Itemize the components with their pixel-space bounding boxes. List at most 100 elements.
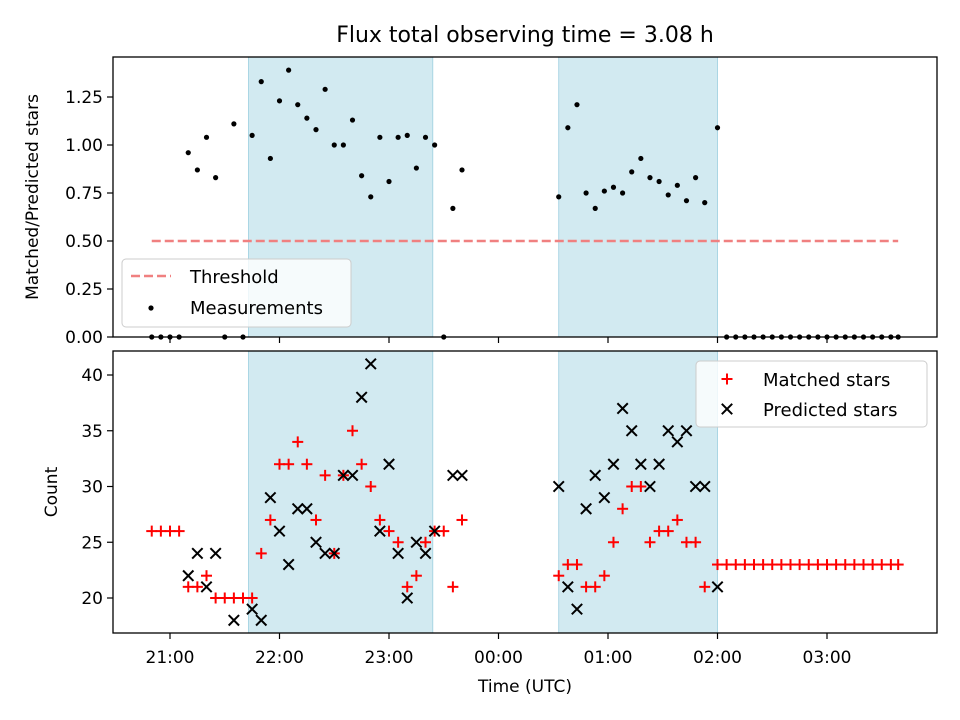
bottom-y-ticks: 20 25 30 35 40	[81, 366, 113, 609]
y-tick-label: 30	[81, 478, 103, 498]
y-tick-label: 0.75	[65, 184, 103, 204]
matched-point	[173, 525, 185, 537]
predicted-point	[446, 469, 459, 482]
measurement-point	[714, 125, 721, 131]
measurement-point	[231, 121, 237, 127]
matched-point	[365, 481, 377, 492]
predicted-point	[200, 580, 213, 593]
predicted-point-b	[653, 458, 666, 471]
predicted-point-b	[689, 480, 702, 493]
measurement-point	[249, 132, 255, 138]
predicted-point	[227, 614, 240, 627]
predicted-point	[373, 525, 386, 538]
predicted-point-b	[616, 402, 629, 415]
measurement-point	[413, 165, 419, 171]
measurement-point	[702, 200, 708, 206]
measurement-point	[368, 194, 374, 200]
y-tick-label: 25	[81, 533, 103, 553]
matched-point	[644, 536, 656, 548]
predicted-point	[246, 603, 259, 616]
predicted-point-b	[364, 357, 377, 370]
measurement-point	[276, 98, 283, 104]
predicted-point	[319, 547, 332, 560]
predicted-point-b	[662, 424, 675, 437]
matched-point	[246, 592, 258, 604]
predicted-point-b	[182, 569, 195, 582]
matched-point	[383, 525, 395, 537]
predicted-point	[698, 480, 711, 493]
predicted-point	[607, 458, 620, 471]
matched-point	[283, 458, 295, 470]
measurement-point	[610, 184, 617, 190]
predicted-point-b	[589, 469, 602, 482]
measurement-point	[693, 175, 699, 181]
predicted-point-b	[607, 458, 620, 471]
matched-point	[347, 425, 358, 437]
predicted-point-b	[401, 592, 414, 604]
measurement-point	[683, 198, 690, 204]
measurement-point	[665, 192, 671, 198]
predicted-point	[209, 547, 222, 560]
predicted-point-b	[711, 580, 724, 593]
predicted-point-b	[680, 424, 693, 437]
bottom-x-ticks: 21:00 22:00 23:00 00:00 01:00 02:00 03:00	[146, 633, 852, 668]
matched-point	[671, 514, 683, 526]
measurement-point	[267, 155, 273, 162]
predicted-point-b	[634, 458, 647, 471]
y-tick-label: 35	[81, 422, 103, 442]
predicted-point	[383, 458, 395, 471]
predicted-point	[364, 357, 377, 370]
legend-threshold-label: Threshold	[189, 267, 279, 288]
measurement-point	[574, 102, 580, 108]
predicted-point-b	[246, 603, 259, 616]
predicted-point	[419, 547, 432, 560]
measurement-point	[295, 102, 301, 108]
y-tick-label: 0.50	[65, 232, 103, 252]
matched-point	[456, 514, 468, 526]
matched-point	[635, 481, 647, 492]
legend-predicted-label: Predicted stars	[763, 400, 897, 421]
predicted-point	[337, 469, 350, 482]
matched-point	[420, 536, 431, 548]
predicted-point	[355, 391, 368, 404]
matched-point	[264, 514, 276, 526]
matched-point	[892, 559, 904, 571]
predicted-point-b	[561, 580, 574, 593]
predicted-point-b	[328, 547, 341, 560]
matched-point	[410, 570, 422, 582]
predicted-point	[552, 480, 565, 493]
measurement-point	[213, 175, 219, 181]
x-tick-label: 01:00	[584, 648, 633, 668]
predicted-point-b	[383, 458, 395, 471]
measurement-point	[459, 167, 465, 173]
measurement-point	[656, 178, 662, 185]
predicted-point-b	[580, 502, 593, 515]
predicted-point-b	[373, 525, 386, 538]
predicted-point-b	[310, 536, 322, 549]
measurement-point	[629, 169, 635, 175]
measurement-point	[377, 134, 383, 140]
measurement-point	[313, 127, 319, 133]
bottom-y-axis-label: Count	[42, 466, 62, 517]
predicted-point	[456, 469, 468, 482]
measurement-point	[304, 115, 310, 121]
legend-matched-label: Matched stars	[763, 370, 890, 391]
predicted-point	[264, 491, 277, 504]
predicted-point-b	[200, 580, 213, 593]
measurement-point	[404, 132, 410, 138]
measurement-point	[194, 167, 200, 173]
y-tick-label: 20	[81, 589, 103, 609]
bottom-axes-frame	[112, 350, 938, 634]
measurement-point	[450, 205, 456, 211]
x-tick-label: 23:00	[365, 648, 414, 668]
measurement-point	[620, 190, 626, 196]
predicted-point	[580, 502, 593, 515]
y-tick-label: 0.25	[65, 280, 103, 300]
chart-title: Flux total observing time = 3.08 h	[336, 23, 714, 48]
x-tick-label: 21:00	[146, 648, 195, 668]
legend-matched-swatch	[721, 373, 733, 385]
predicted-point-b	[227, 614, 240, 627]
measurement-point	[601, 188, 607, 194]
top-legend: Threshold Measurements	[121, 258, 352, 328]
